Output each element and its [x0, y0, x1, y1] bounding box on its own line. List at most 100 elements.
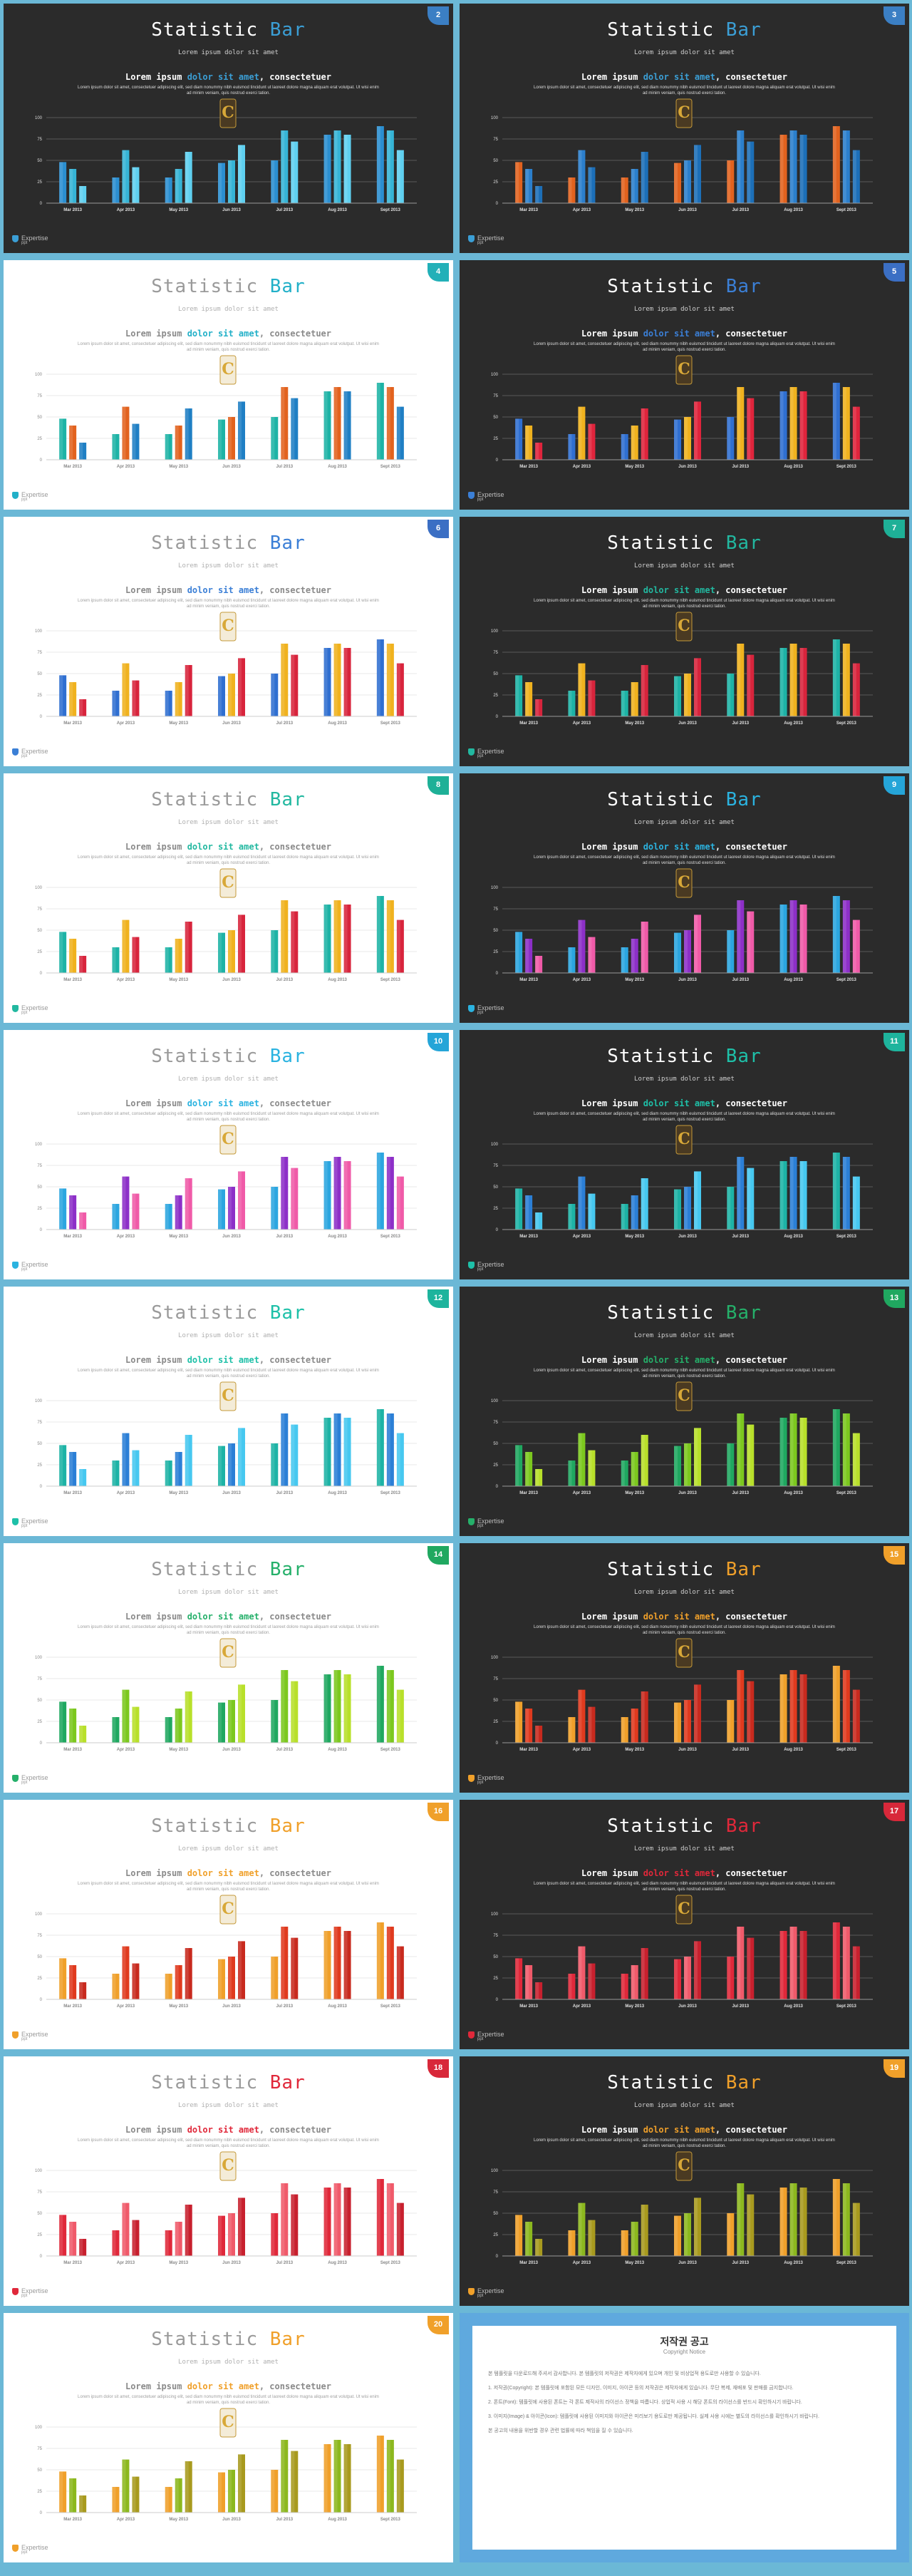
bar-highlight — [737, 1413, 741, 1486]
slide-thumbnail[interactable]: Statistic Bar Lorem ipsum dolor sit amet… — [4, 2313, 453, 2562]
slide-thumbnail[interactable]: Statistic Bar Lorem ipsum dolor sit amet… — [460, 1543, 909, 1793]
x-tick-label: Jun 2013 — [678, 2004, 697, 2009]
x-tick-label: Apr 2013 — [117, 721, 135, 726]
bar-highlight — [674, 163, 678, 203]
heading-accent: dolor sit amet — [187, 1098, 259, 1108]
y-tick-label: 75 — [493, 1164, 498, 1168]
bar — [737, 1413, 745, 1486]
body-paragraph: Lorem ipsum dolor sit amet, consectetuer… — [534, 2138, 835, 2148]
slide-thumbnail[interactable]: Statistic Bar Lorem ipsum dolor sit amet… — [460, 2056, 909, 2306]
bar-highlight — [621, 1460, 625, 1486]
logo-subtext: ppt — [477, 753, 484, 758]
y-tick-label: 75 — [493, 2190, 498, 2195]
slide-thumbnail[interactable]: Statistic Bar Lorem ipsum dolor sit amet… — [4, 4, 453, 253]
title-accent-word: Bar — [725, 1815, 762, 1837]
bar — [578, 150, 586, 203]
notice-body: 본 템플릿을 다운로드해 주셔서 감사합니다. 본 템플릿의 저작권은 제작자에… — [488, 2370, 881, 2441]
bar — [343, 648, 351, 716]
bar — [789, 2183, 797, 2256]
slide-number-badge: 6 — [428, 520, 449, 538]
bar — [238, 1941, 245, 1999]
bar — [789, 130, 797, 203]
x-tick-label: Aug 2013 — [784, 721, 803, 726]
title-accent-word: Bar — [269, 276, 306, 297]
x-tick-label: Jun 2013 — [222, 208, 241, 212]
bar-highlight — [832, 383, 836, 460]
bar — [175, 1452, 182, 1486]
bar-highlight — [779, 1418, 784, 1486]
bar-highlight — [238, 2198, 242, 2256]
bar-highlight — [333, 644, 338, 716]
x-tick-label: Aug 2013 — [328, 208, 347, 212]
bar-highlight — [333, 130, 338, 203]
slide-thumbnail[interactable]: Statistic Bar Lorem ipsum dolor sit amet… — [4, 1543, 453, 1793]
slide-title: Statistic Bar — [460, 532, 909, 554]
x-tick-label: Sept 2013 — [836, 2004, 857, 2009]
title-accent-word: Bar — [725, 276, 762, 297]
bar-highlight — [218, 1959, 222, 1999]
bar — [79, 1212, 87, 1230]
bar — [535, 956, 543, 973]
logo-text: Expertise — [477, 2031, 504, 2038]
bar-highlight — [112, 2487, 116, 2513]
bar-highlight — [165, 691, 169, 716]
bar — [396, 150, 404, 203]
slide-thumbnail[interactable]: Statistic Bar Lorem ipsum dolor sit amet… — [4, 517, 453, 766]
bar — [535, 186, 543, 203]
bar — [59, 1445, 67, 1486]
bar-highlight — [727, 1443, 731, 1486]
copyright-notice-slide[interactable]: 저작권 공고 Copyright Notice 본 템플릿을 다운로드해 주셔서… — [460, 2313, 909, 2562]
bar-highlight — [333, 2440, 338, 2513]
bar — [343, 1674, 351, 1743]
slide-thumbnail[interactable]: Statistic Bar Lorem ipsum dolor sit amet… — [4, 260, 453, 510]
slide-thumbnail[interactable]: Statistic Bar Lorem ipsum dolor sit amet… — [460, 4, 909, 253]
bar-highlight — [228, 930, 232, 973]
slide-thumbnail[interactable]: Statistic Bar Lorem ipsum dolor sit amet… — [4, 1800, 453, 2049]
bar — [396, 2459, 404, 2513]
body-paragraph: Lorem ipsum dolor sit amet, consectetuer… — [534, 1112, 835, 1122]
bar — [376, 1666, 384, 1743]
bar-highlight — [175, 682, 179, 716]
bar-highlight — [737, 1670, 741, 1743]
bar — [684, 930, 691, 973]
slide-thumbnail[interactable]: Statistic Bar Lorem ipsum dolor sit amet… — [460, 1030, 909, 1279]
x-tick-label: Jun 2013 — [222, 721, 241, 726]
slide-thumbnail[interactable]: Statistic Bar Lorem ipsum dolor sit amet… — [460, 1800, 909, 2049]
bar-highlight — [694, 1428, 698, 1486]
x-tick-label: Sept 2013 — [380, 1748, 401, 1752]
heading-text-end: , consectetuer — [715, 585, 787, 595]
x-tick-label: Jul 2013 — [276, 2518, 293, 2522]
slide-thumbnail[interactable]: Statistic Bar Lorem ipsum dolor sit amet… — [4, 2056, 453, 2306]
y-tick-label: 75 — [493, 907, 498, 912]
bar-highlight — [112, 691, 116, 716]
bar-highlight — [779, 905, 784, 973]
slide-thumbnail[interactable]: Statistic Bar Lorem ipsum dolor sit amet… — [4, 1287, 453, 1536]
slide-thumbnail[interactable]: Statistic Bar Lorem ipsum dolor sit amet… — [460, 260, 909, 510]
bar-highlight — [727, 1187, 731, 1230]
slide-thumbnail[interactable]: Statistic Bar Lorem ipsum dolor sit amet… — [460, 773, 909, 1023]
bar-highlight — [218, 932, 222, 973]
bar-highlight — [747, 911, 751, 973]
bar — [588, 423, 596, 460]
slide-thumbnail[interactable]: Statistic Bar Lorem ipsum dolor sit amet… — [4, 773, 453, 1023]
logo-subtext: ppt — [21, 2550, 28, 2555]
heading-text-end: , consectetuer — [259, 2125, 331, 2135]
bar — [112, 691, 120, 716]
bar-highlight — [631, 426, 635, 460]
y-tick-label: 0 — [496, 1741, 499, 1746]
bar — [694, 1684, 701, 1743]
slide-thumbnail[interactable]: Statistic Bar Lorem ipsum dolor sit amet… — [4, 1030, 453, 1279]
bar-highlight — [271, 1957, 275, 1999]
bar — [789, 900, 797, 973]
bar-highlight — [799, 648, 804, 716]
bar-highlight — [694, 1941, 698, 1999]
slide-thumbnail[interactable]: Statistic Bar Lorem ipsum dolor sit amet… — [460, 1287, 909, 1536]
y-tick-label: 0 — [40, 1228, 43, 1232]
brand-logo: Expertise ppt — [12, 748, 48, 758]
title-accent-word: Bar — [269, 1815, 306, 1837]
slide-thumbnail[interactable]: Statistic Bar Lorem ipsum dolor sit amet… — [460, 517, 909, 766]
bar — [842, 1157, 850, 1230]
bar — [376, 1409, 384, 1486]
bar-highlight — [578, 1433, 582, 1486]
title-accent-word: Bar — [269, 19, 306, 41]
